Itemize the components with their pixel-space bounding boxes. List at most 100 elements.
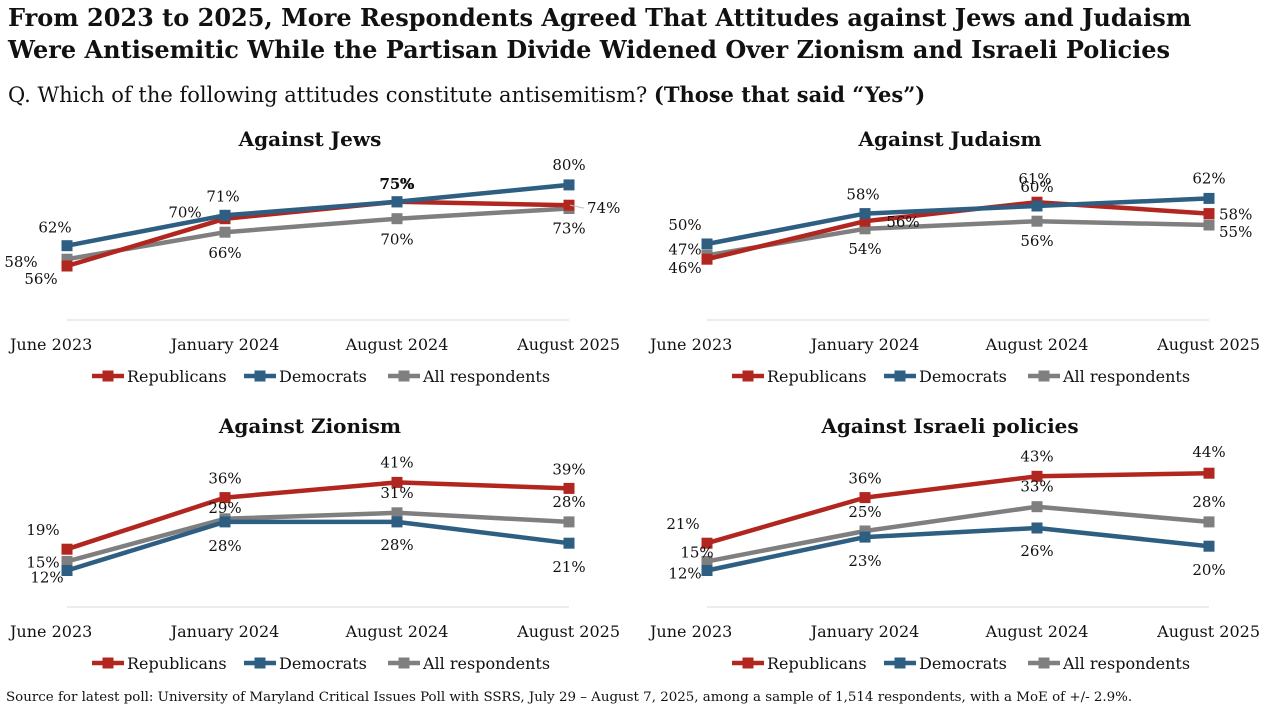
x-tick-label-january-2024: January 2024 xyxy=(809,335,920,354)
data-point-republicans-3 xyxy=(1203,208,1215,220)
data-point-democrats-0 xyxy=(701,238,713,250)
data-label-republicans-2: 43% xyxy=(1020,447,1053,465)
legend-label-democrats: Democrats xyxy=(279,654,367,673)
data-point-democrats-1 xyxy=(219,516,231,528)
legend-label-all: All respondents xyxy=(422,654,550,673)
series-line-democrats xyxy=(66,182,570,248)
legend-label-republicans: Republicans xyxy=(127,654,227,673)
data-label-all-1: 66% xyxy=(208,244,241,262)
data-label-democrats-1: 58% xyxy=(846,186,879,204)
chart-against-judaism: Against Judaism June 2023 January 2024 Augu… xyxy=(640,118,1260,393)
series-line-all xyxy=(66,206,570,262)
data-label-all-2: 70% xyxy=(380,231,413,249)
data-point-all-1 xyxy=(859,525,871,537)
legend-swatch-marker-republicans xyxy=(742,657,754,669)
legend-label-democrats: Democrats xyxy=(919,367,1007,386)
data-label-republicans-3: 74% xyxy=(587,199,620,217)
data-label-all-3: 73% xyxy=(552,220,585,238)
data-point-democrats-3 xyxy=(1203,192,1215,204)
chart-title-against-zionism: Against Zionism xyxy=(218,414,401,438)
data-point-republicans-1 xyxy=(859,215,871,227)
data-point-all-3 xyxy=(563,516,575,528)
data-label-democrats-1: 23% xyxy=(848,552,881,570)
x-tick-label-january-2024: January 2024 xyxy=(169,622,280,641)
x-tick-label-august-2024: August 2024 xyxy=(345,335,449,354)
legend-swatch-marker-democrats xyxy=(254,657,266,669)
x-tick-label-august-2024: August 2024 xyxy=(985,622,1089,641)
data-point-all-0 xyxy=(61,253,73,265)
chart-title-against-jews: Against Jews xyxy=(238,127,382,151)
data-point-democrats-1 xyxy=(859,531,871,543)
legend-label-all: All respondents xyxy=(1062,654,1190,673)
data-label-republicans-2: 41% xyxy=(380,453,413,471)
data-label-republicans-3: 39% xyxy=(552,460,585,478)
legend-swatch-marker-all xyxy=(398,370,410,382)
legend-label-republicans: Republicans xyxy=(767,367,867,386)
data-label-republicans-3: 58% xyxy=(1219,206,1252,224)
data-label-all-0: 47% xyxy=(668,240,701,258)
label-leader-line xyxy=(569,204,585,209)
data-label-democrats-3: 62% xyxy=(1192,169,1225,187)
legend-swatch-marker-democrats xyxy=(894,370,906,382)
data-label-all-1: 29% xyxy=(208,499,241,517)
data-point-republicans-3 xyxy=(1203,467,1215,479)
data-point-democrats-3 xyxy=(1203,540,1215,552)
main-title-line-1: From 2023 to 2025, More Respondents Agre… xyxy=(8,3,1192,32)
series-line-all xyxy=(66,510,570,564)
data-label-democrats-0: 62% xyxy=(38,219,71,237)
x-tick-label-june-2023: June 2023 xyxy=(8,335,92,354)
data-point-republicans-1 xyxy=(859,492,871,504)
data-point-all-2 xyxy=(391,507,403,519)
data-label-republicans-0: 19% xyxy=(26,521,59,539)
data-label-democrats-2: 28% xyxy=(380,536,413,554)
legend-swatch-marker-all xyxy=(398,657,410,669)
data-label-democrats-2: 26% xyxy=(1020,542,1053,560)
data-point-democrats-0 xyxy=(61,565,73,576)
legend-swatch-marker-republicans xyxy=(102,370,114,382)
data-label-republicans-2: 75% xyxy=(380,175,413,193)
data-label-republicans-0: 56% xyxy=(24,270,57,288)
x-tick-label-august-2025: August 2025 xyxy=(1156,622,1260,641)
series-line-all xyxy=(706,504,1210,564)
legend-label-democrats: Democrats xyxy=(279,367,367,386)
data-point-democrats-1 xyxy=(219,209,231,221)
x-tick-label-august-2025: August 2025 xyxy=(516,622,620,641)
source-note: Source for latest poll: University of Ma… xyxy=(6,690,1133,705)
legend-swatch-marker-all xyxy=(1038,370,1050,382)
main-title: From 2023 to 2025, More Respondents Agre… xyxy=(8,2,1268,66)
data-point-democrats-2 xyxy=(391,196,403,208)
data-point-all-3 xyxy=(1203,219,1215,231)
survey-question: Q. Which of the following attitudes cons… xyxy=(8,82,925,107)
data-point-republicans-2 xyxy=(1031,470,1043,482)
series-line-democrats xyxy=(66,519,570,573)
series-line-democrats xyxy=(706,525,1210,573)
x-tick-label-january-2024: January 2024 xyxy=(809,622,920,641)
data-point-democrats-0 xyxy=(701,565,713,576)
data-label-republicans-0: 21% xyxy=(666,515,699,533)
chart-svg-against-israeli-policies: Against Israeli policies June 2023 January… xyxy=(648,414,1260,673)
chart-against-jews: Against Jews June 2023 January 2024 August … xyxy=(0,118,620,393)
data-label-democrats-0: 50% xyxy=(668,216,701,234)
chart-against-israeli-policies: Against Israeli policies June 2023 January… xyxy=(640,405,1260,680)
data-label-democrats-1: 71% xyxy=(206,187,239,205)
chart-title-against-judaism: Against Judaism xyxy=(857,127,1041,151)
question-text: Q. Which of the following attitudes cons… xyxy=(8,83,648,107)
data-point-republicans-1 xyxy=(219,492,231,504)
x-tick-label-august-2024: August 2024 xyxy=(345,622,449,641)
data-label-republicans-1: 70% xyxy=(168,204,201,222)
data-label-all-3: 28% xyxy=(1192,493,1225,511)
x-tick-label-august-2024: August 2024 xyxy=(985,335,1089,354)
data-label-republicans-1: 36% xyxy=(848,470,881,488)
data-label-all-2: 56% xyxy=(1020,232,1053,250)
data-point-democrats-3 xyxy=(563,179,575,191)
data-label-all-0: 15% xyxy=(26,553,59,571)
legend-label-all: All respondents xyxy=(422,367,550,386)
data-label-democrats-3: 80% xyxy=(552,156,585,174)
x-tick-label-june-2023: June 2023 xyxy=(648,335,732,354)
data-point-all-2 xyxy=(1031,501,1043,513)
x-tick-label-june-2023: June 2023 xyxy=(8,622,92,641)
data-label-democrats-3: 20% xyxy=(1192,561,1225,579)
legend-swatch-marker-democrats xyxy=(894,657,906,669)
data-label-all-3: 28% xyxy=(552,493,585,511)
main-title-line-2: Were Antisemitic While the Partisan Divi… xyxy=(8,35,1170,64)
